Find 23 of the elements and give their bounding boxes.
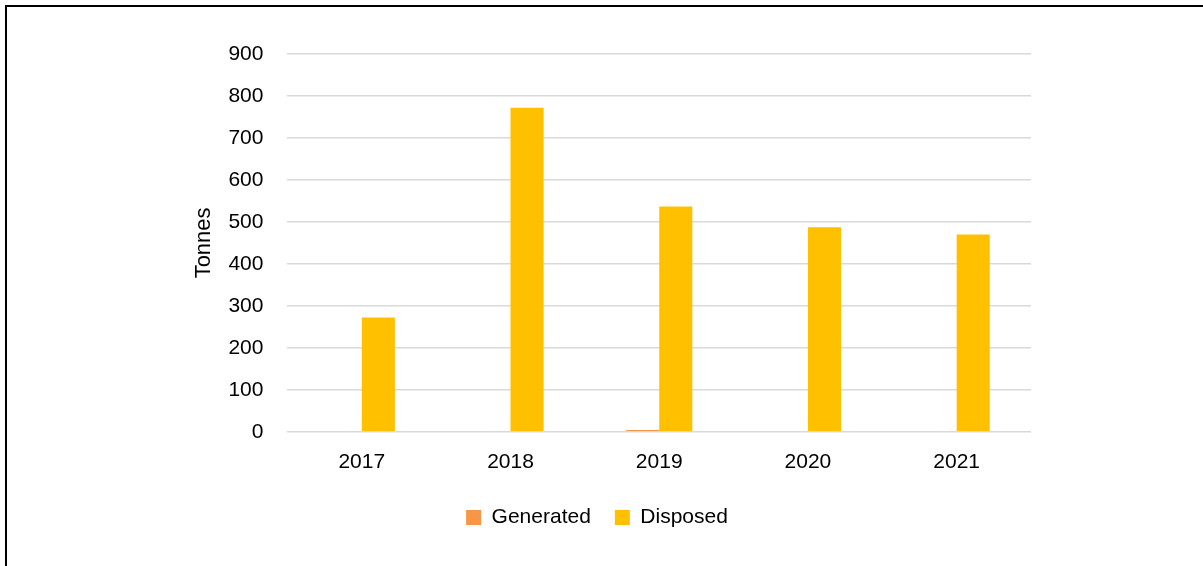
x-tick-label: 2017: [338, 449, 386, 473]
x-tick-label: 2018: [487, 449, 534, 473]
bar: [361, 317, 395, 432]
x-tick-label: 2021: [933, 449, 980, 473]
x-tick-label: 2020: [784, 449, 832, 473]
y-tick-label: 200: [228, 334, 264, 358]
y-tick-label: 900: [228, 40, 264, 64]
legend-label: Disposed: [640, 504, 728, 528]
y-tick-label: 300: [228, 292, 264, 316]
bar: [807, 227, 842, 432]
legend-label: Generated: [491, 504, 591, 528]
y-axis-title: Tonnes: [190, 207, 216, 279]
bar: [510, 107, 544, 432]
y-tick-label: 800: [228, 82, 264, 106]
x-tick-label: 2019: [635, 449, 683, 473]
y-tick-label: 0: [251, 418, 264, 442]
y-tick-label: 100: [228, 376, 264, 400]
y-tick-label: 400: [228, 250, 264, 274]
bar: [659, 206, 693, 432]
y-tick-label: 600: [228, 166, 264, 190]
y-tick-label: 500: [228, 208, 264, 232]
y-tick-label: 700: [228, 124, 264, 148]
bar: [956, 234, 990, 432]
